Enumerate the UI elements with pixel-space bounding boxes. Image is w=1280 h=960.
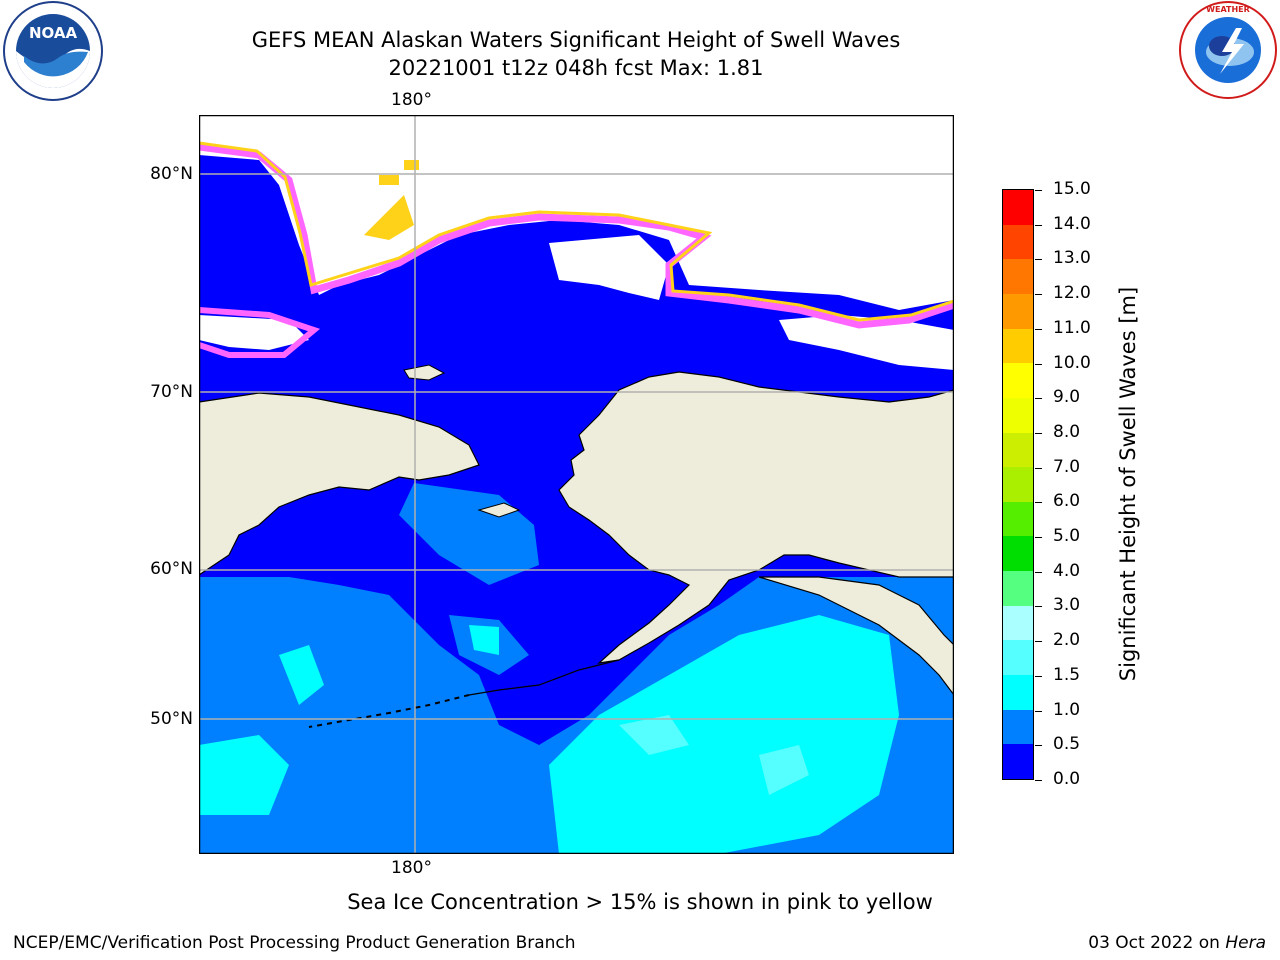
sea-ice-note: Sea Ice Concentration > 15% is shown in … — [347, 890, 933, 914]
land-alaska — [558, 371, 954, 664]
svg-text:WEATHER: WEATHER — [1206, 5, 1250, 14]
footer-date: 03 Oct 2022 on Hera — [1088, 933, 1266, 953]
lat-label-70: 70°N — [150, 382, 193, 402]
colorbar-tick — [1035, 259, 1042, 261]
colorbar-tick-label: 0.0 — [1053, 769, 1081, 789]
colorbar-segment — [1003, 535, 1033, 572]
colorbar-segment — [1003, 466, 1033, 502]
chart-title: GEFS MEAN Alaskan Waters Significant Hei… — [251, 28, 901, 52]
colorbar-tick-label: 3.0 — [1053, 595, 1081, 616]
colorbar-tick-label: 9.0 — [1053, 387, 1081, 408]
colorbar-segment — [1003, 189, 1033, 225]
footer-date-text: 03 Oct 2022 on — [1088, 933, 1220, 953]
colorbar-tick — [1035, 606, 1042, 608]
colorbar-tick-label: 15.0 — [1053, 179, 1091, 199]
colorbar-tick — [1035, 641, 1042, 643]
colorbar-tick-label: 12.0 — [1053, 283, 1091, 304]
colorbar-tick — [1035, 294, 1042, 296]
footer-credit: NCEP/EMC/Verification Post Processing Pr… — [13, 933, 576, 953]
colorbar-tick — [1035, 780, 1042, 781]
colorbar-tick — [1035, 745, 1042, 747]
colorbar-tick — [1035, 224, 1042, 226]
colorbar-segment — [1003, 674, 1033, 710]
colorbar-tick — [1035, 190, 1042, 191]
colorbar-tick — [1035, 675, 1042, 677]
colorbar-tick-label: 8.0 — [1053, 421, 1081, 442]
colorbar-tick — [1035, 363, 1042, 365]
colorbar-segment — [1003, 432, 1033, 468]
colorbar-segment — [1003, 743, 1033, 779]
colorbar-tick — [1035, 571, 1042, 573]
lon-label-top: 180° — [391, 90, 432, 110]
chart-subtitle: 20221001 t12z 048h fcst Max: 1.81 — [388, 56, 764, 80]
colorbar-tick-label: 7.0 — [1053, 456, 1081, 477]
colorbar-segment — [1003, 397, 1033, 433]
colorbar-tick — [1035, 502, 1042, 504]
ice-edge-west-loop — [199, 307, 321, 358]
land-alaska-peninsula — [468, 659, 620, 696]
svg-text:NOAA: NOAA — [29, 24, 78, 42]
colorbar-title: Significant Height of Swell Waves [m] — [1116, 286, 1140, 682]
noaa-logo: NOAA — [2, 0, 104, 102]
map-svg — [199, 115, 954, 854]
colorbar-segment — [1003, 362, 1033, 398]
colorbar — [1002, 189, 1034, 780]
nws-logo: WEATHER — [1178, 0, 1278, 100]
colorbar-tick-label: 2.0 — [1053, 630, 1081, 651]
colorbar-tick-label: 0.5 — [1053, 734, 1081, 755]
footer-host: Hera — [1225, 933, 1266, 953]
colorbar-segment — [1003, 224, 1033, 260]
sea-ice-white-west2 — [199, 315, 309, 350]
swell-zone-high — [199, 615, 899, 854]
lon-label-bottom: 180° — [391, 858, 432, 878]
land-st-lawrence — [477, 502, 521, 518]
land-siberia — [199, 392, 480, 576]
colorbar-segment — [1003, 639, 1033, 676]
colorbar-tick-label: 14.0 — [1053, 213, 1091, 234]
colorbar-segment — [1003, 501, 1033, 537]
colorbar-tick-label: 6.0 — [1053, 491, 1081, 512]
ice-yellow-floes — [364, 160, 419, 240]
colorbar-segment — [1003, 570, 1033, 606]
colorbar-tick-label: 1.5 — [1053, 664, 1081, 685]
colorbar-tick-label: 1.0 — [1053, 699, 1081, 720]
colorbar-tick-label: 13.0 — [1053, 248, 1091, 269]
colorbar-tick — [1035, 537, 1042, 539]
colorbar-tick-label: 5.0 — [1053, 526, 1081, 547]
colorbar-tick — [1035, 467, 1042, 469]
sea-ice-white-east — [779, 315, 954, 370]
colorbar-tick — [1035, 328, 1042, 330]
colorbar-segment — [1003, 328, 1033, 364]
swell-zone-peak — [619, 715, 809, 795]
colorbar-tick-label: 10.0 — [1053, 352, 1091, 373]
land-gulf-coast — [758, 576, 954, 696]
colorbar-segment — [1003, 709, 1033, 745]
ice-edge-yellow — [199, 141, 954, 322]
land-wrangel-island — [403, 364, 446, 381]
colorbar-segment — [1003, 258, 1033, 294]
colorbar-tick-label: 4.0 — [1053, 560, 1081, 581]
colorbar-tick — [1035, 398, 1042, 400]
map-panel — [199, 115, 954, 854]
lat-label-60: 60°N — [150, 559, 193, 579]
sea-ice-white-floes — [549, 235, 669, 300]
colorbar-tick — [1035, 710, 1042, 712]
colorbar-segment — [1003, 293, 1033, 329]
land-aleutians — [308, 694, 470, 728]
ice-edge-band — [199, 143, 954, 329]
colorbar-tick-label: 11.0 — [1053, 317, 1091, 338]
lat-label-80: 80°N — [150, 164, 193, 184]
colorbar-tick — [1035, 432, 1042, 434]
map-border — [199, 115, 954, 854]
lat-label-50: 50°N — [150, 709, 193, 729]
colorbar-segment — [1003, 605, 1033, 641]
